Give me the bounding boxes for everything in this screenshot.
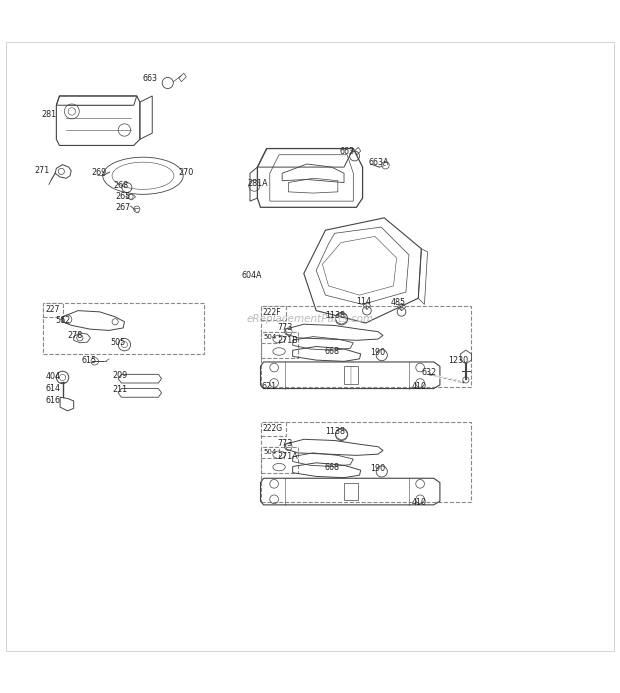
Text: 668: 668 (325, 463, 340, 472)
Text: 268: 268 (113, 181, 128, 190)
FancyBboxPatch shape (260, 448, 279, 459)
Text: 1230: 1230 (448, 356, 469, 365)
Text: 505: 505 (111, 338, 126, 347)
Text: 267: 267 (115, 204, 130, 213)
Text: 616: 616 (45, 396, 60, 405)
Text: 615: 615 (81, 356, 96, 365)
Text: 114: 114 (356, 297, 371, 306)
Text: 271B: 271B (278, 336, 299, 345)
Text: 604A: 604A (242, 271, 262, 280)
Text: 1138: 1138 (325, 427, 345, 436)
Text: 278: 278 (68, 331, 82, 340)
FancyBboxPatch shape (260, 422, 286, 436)
Text: 663: 663 (340, 146, 355, 155)
Text: 485: 485 (391, 298, 405, 307)
Text: 281A: 281A (247, 179, 267, 188)
Text: 562: 562 (55, 316, 71, 325)
Text: 270: 270 (179, 168, 194, 177)
Text: 621: 621 (262, 382, 277, 391)
Text: 271: 271 (35, 166, 50, 175)
Text: 281: 281 (41, 110, 56, 119)
Text: 209: 209 (112, 371, 127, 380)
Text: 271A: 271A (278, 452, 299, 461)
Text: 663A: 663A (368, 157, 389, 166)
Text: 504: 504 (263, 333, 277, 340)
Text: 222G: 222G (263, 423, 283, 432)
Text: 265: 265 (115, 192, 130, 201)
Text: 410: 410 (412, 498, 427, 507)
Text: 190: 190 (370, 348, 385, 357)
Text: 211: 211 (112, 385, 127, 394)
FancyBboxPatch shape (260, 306, 286, 320)
Text: 632: 632 (422, 368, 436, 377)
Text: 1138: 1138 (325, 311, 345, 320)
Text: 410: 410 (412, 382, 427, 391)
Text: 222F: 222F (263, 308, 281, 317)
Text: 190: 190 (370, 464, 385, 473)
Text: 773: 773 (278, 439, 293, 448)
Text: 773: 773 (278, 324, 293, 333)
Text: 663: 663 (143, 73, 158, 82)
Text: 668: 668 (325, 347, 340, 356)
Text: 614: 614 (45, 384, 60, 393)
FancyBboxPatch shape (43, 304, 63, 317)
FancyBboxPatch shape (260, 332, 279, 343)
Text: 404: 404 (45, 371, 60, 380)
Text: 504: 504 (263, 449, 277, 455)
Text: eReplacementParts.com: eReplacementParts.com (246, 314, 374, 324)
Text: 269: 269 (92, 168, 107, 177)
Text: 227: 227 (45, 305, 60, 314)
